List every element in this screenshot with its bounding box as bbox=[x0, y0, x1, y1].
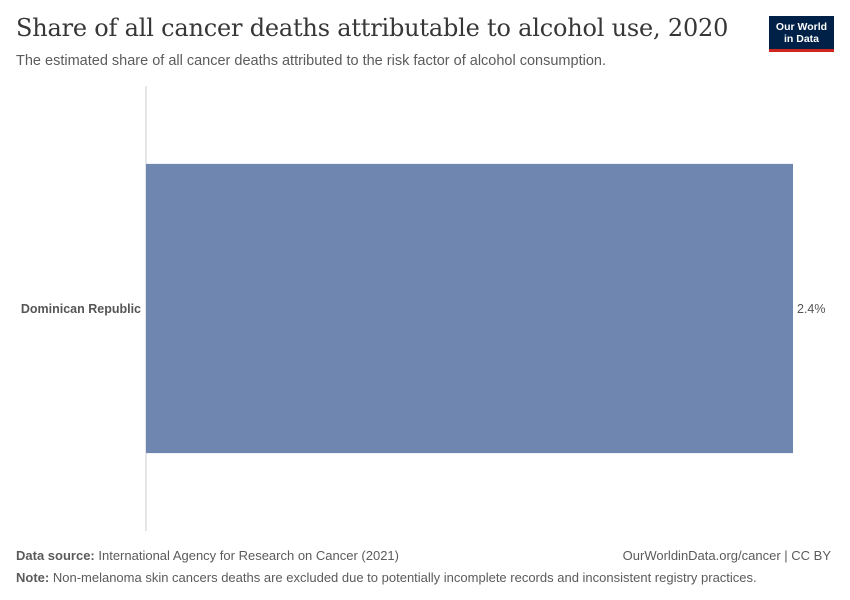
data-source: Data source: International Agency for Re… bbox=[16, 548, 399, 563]
site-credit[interactable]: OurWorldinData.org/cancer | CC BY bbox=[622, 548, 831, 563]
value-label: 2.4% bbox=[797, 302, 826, 316]
data-source-text[interactable]: International Agency for Research on Can… bbox=[98, 548, 399, 563]
logo-line-2: in Data bbox=[783, 32, 819, 45]
category-label: Dominican Republic bbox=[21, 302, 141, 316]
bar-dominican-republic[interactable] bbox=[146, 163, 793, 454]
logo-line-1: Our World bbox=[775, 20, 828, 33]
note-text: Non-melanoma skin cancers deaths are exc… bbox=[52, 570, 757, 585]
note-label: Note: bbox=[16, 570, 50, 585]
chart-note: Note: Non-melanoma skin cancers deaths a… bbox=[16, 570, 757, 585]
data-source-label: Data source: bbox=[16, 548, 95, 563]
chart-title: Share of all cancer deaths attributable … bbox=[16, 14, 729, 42]
owid-logo[interactable]: Our World in Data bbox=[769, 16, 834, 52]
chart-subtitle: The estimated share of all cancer deaths… bbox=[16, 53, 606, 69]
